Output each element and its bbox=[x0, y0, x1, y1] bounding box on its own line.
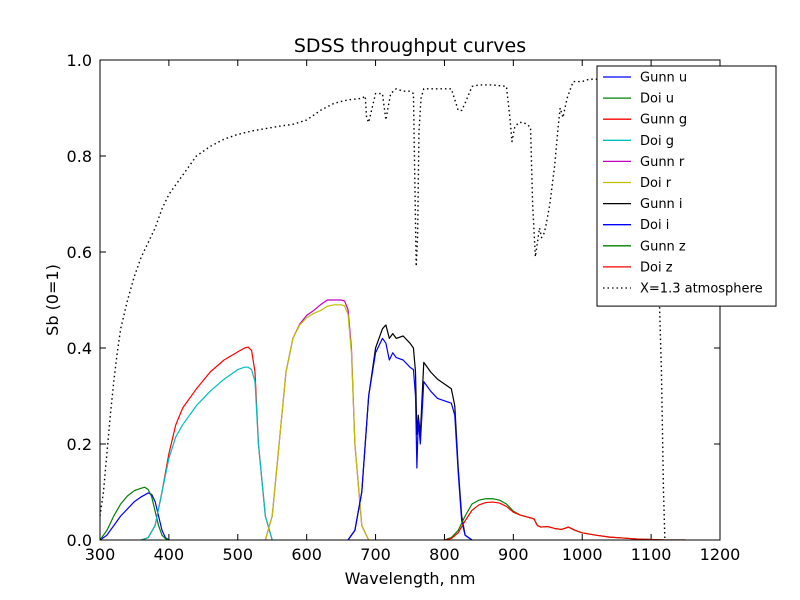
legend-label: X=1.3 atmosphere bbox=[640, 282, 763, 297]
series-line-3 bbox=[141, 366, 273, 540]
y-tick-label: 1.0 bbox=[67, 51, 92, 70]
series-line-2 bbox=[141, 346, 273, 540]
series-line-7 bbox=[347, 337, 473, 540]
x-tick-label: 700 bbox=[360, 545, 391, 564]
x-tick-label: 1000 bbox=[562, 545, 603, 564]
series-line-9 bbox=[444, 501, 686, 540]
chart-title: SDSS throughput curves bbox=[294, 35, 526, 57]
x-axis: 300 400 500 600 700 800 900 1000 1100 1200 bbox=[85, 60, 741, 564]
y-tick-label: 0.0 bbox=[67, 531, 92, 550]
x-tick-label: 600 bbox=[291, 545, 322, 564]
legend-label: Gunn i bbox=[640, 197, 683, 212]
x-tick-label: 400 bbox=[154, 545, 185, 564]
y-tick-label: 0.6 bbox=[67, 243, 92, 262]
legend-label: Doi u bbox=[640, 92, 674, 107]
legend-label: Gunn u bbox=[640, 71, 687, 86]
x-tick-label: 1100 bbox=[631, 545, 672, 564]
legend-label: Gunn z bbox=[640, 239, 686, 254]
y-axis: 0.0 0.2 0.4 0.6 0.8 1.0 bbox=[67, 51, 720, 550]
x-tick-label: 800 bbox=[429, 545, 460, 564]
x-tick-label: 500 bbox=[223, 545, 254, 564]
x-axis-label: Wavelength, nm bbox=[345, 569, 476, 588]
x-tick-label: 300 bbox=[85, 545, 116, 564]
legend: Gunn u Doi u Gunn g Doi g Gunn r Doi r Gunn i D… bbox=[596, 65, 777, 307]
legend-label: Doi r bbox=[640, 176, 672, 191]
y-tick-label: 0.2 bbox=[67, 435, 92, 454]
x-tick-label: 900 bbox=[498, 545, 529, 564]
x-tick-label: 1200 bbox=[700, 545, 741, 564]
y-tick-label: 0.4 bbox=[67, 339, 92, 358]
y-tick-label: 0.8 bbox=[67, 147, 92, 166]
legend-box bbox=[596, 65, 777, 307]
legend-label: Gunn r bbox=[640, 155, 685, 170]
legend-label: Doi i bbox=[640, 218, 669, 233]
series-line-6 bbox=[347, 324, 473, 540]
plot-area bbox=[100, 78, 686, 540]
series-line-1 bbox=[100, 486, 170, 540]
legend-label: Gunn g bbox=[640, 113, 687, 128]
legend-label: Doi g bbox=[640, 134, 674, 149]
series-line-10 bbox=[100, 78, 666, 540]
series-line-5 bbox=[264, 304, 370, 540]
y-axis-label: Sb (0=1) bbox=[43, 264, 62, 336]
legend-label: Doi z bbox=[640, 260, 673, 275]
series-line-0 bbox=[100, 492, 170, 540]
